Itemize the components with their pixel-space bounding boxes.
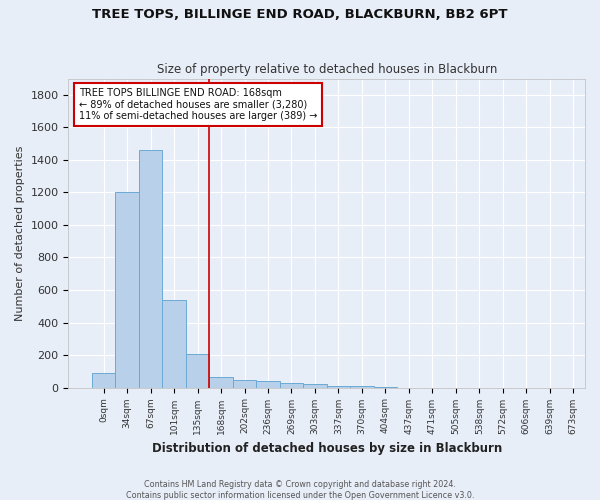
Bar [186,354,209,388]
Bar [374,387,397,388]
Title: Size of property relative to detached houses in Blackburn: Size of property relative to detached ho… [157,63,497,76]
Text: TREE TOPS BILLINGE END ROAD: 168sqm
← 89% of detached houses are smaller (3,280): TREE TOPS BILLINGE END ROAD: 168sqm ← 89… [79,88,317,121]
Bar [115,192,139,388]
Bar [327,386,350,388]
Bar [303,384,327,388]
Bar [209,377,233,388]
X-axis label: Distribution of detached houses by size in Blackburn: Distribution of detached houses by size … [152,442,502,455]
Y-axis label: Number of detached properties: Number of detached properties [15,146,25,321]
Bar [350,386,374,388]
Text: TREE TOPS, BILLINGE END ROAD, BLACKBURN, BB2 6PT: TREE TOPS, BILLINGE END ROAD, BLACKBURN,… [92,8,508,20]
Bar [280,383,303,388]
Bar [92,373,115,388]
Text: Contains HM Land Registry data © Crown copyright and database right 2024.
Contai: Contains HM Land Registry data © Crown c… [126,480,474,500]
Bar [163,300,186,388]
Bar [233,380,256,388]
Bar [139,150,163,388]
Bar [256,382,280,388]
